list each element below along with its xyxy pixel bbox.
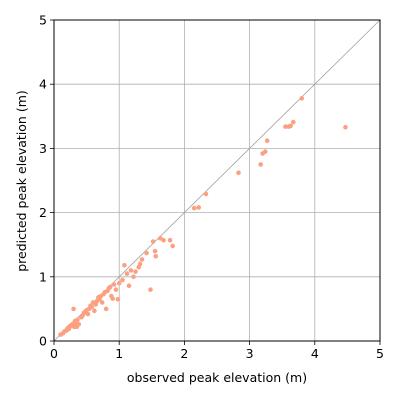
x-tick-label: 3 <box>246 346 254 361</box>
data-point <box>107 284 113 290</box>
data-point <box>111 282 117 287</box>
data-point <box>196 205 202 210</box>
data-point <box>290 119 296 125</box>
x-tick-label: 5 <box>376 346 384 361</box>
data-point <box>288 123 293 129</box>
data-point <box>283 124 288 129</box>
y-tick-label: 5 <box>39 13 47 28</box>
data-point <box>122 262 127 268</box>
data-point <box>137 261 143 267</box>
data-point <box>170 243 175 249</box>
y-tick-label: 3 <box>39 141 47 156</box>
data-point <box>133 269 138 274</box>
data-point <box>76 322 82 327</box>
data-point <box>128 268 134 273</box>
data-point <box>116 280 122 286</box>
data-point <box>343 124 348 130</box>
data-point <box>85 311 91 317</box>
data-point <box>71 306 76 312</box>
data-point <box>89 304 95 310</box>
data-point <box>167 237 173 243</box>
data-point <box>153 253 159 259</box>
plot-area-frame <box>53 19 381 342</box>
data-point <box>299 96 305 101</box>
y-tick-label: 2 <box>39 205 47 220</box>
data-point <box>120 277 125 283</box>
y-tick-label: 4 <box>39 77 47 92</box>
data-point <box>126 283 132 289</box>
x-tick-label: 0 <box>50 346 58 361</box>
x-tick-label: 4 <box>311 346 319 361</box>
data-point <box>113 287 119 292</box>
data-point <box>150 239 156 244</box>
y-axis-label: predicted peak elevation (m) <box>14 90 29 272</box>
data-point <box>139 257 145 262</box>
data-point <box>258 162 263 167</box>
data-points <box>58 96 348 337</box>
x-tick-label: 2 <box>180 346 188 361</box>
data-point <box>110 296 115 301</box>
y-tick-label: 0 <box>39 334 47 349</box>
data-point <box>92 308 97 314</box>
x-axis-label: observed peak elevation (m) <box>127 370 307 385</box>
x-tick-label: 1 <box>115 346 123 361</box>
data-point <box>124 271 130 276</box>
data-point <box>203 191 209 197</box>
data-point <box>148 287 153 292</box>
data-point <box>115 296 121 302</box>
data-point <box>99 300 105 305</box>
data-point <box>144 250 149 256</box>
data-point <box>75 317 80 323</box>
data-point <box>191 205 197 211</box>
y-tick-label: 1 <box>39 269 47 284</box>
data-point <box>103 306 109 312</box>
data-point <box>152 248 158 254</box>
x-axis-ticks: 0 1 2 3 4 5 <box>50 341 384 361</box>
data-point <box>236 170 241 176</box>
data-point <box>161 237 166 243</box>
data-point <box>131 274 136 280</box>
y-axis-ticks: 0 1 2 3 4 5 <box>39 13 54 349</box>
data-point <box>262 149 268 154</box>
data-point <box>264 138 270 143</box>
